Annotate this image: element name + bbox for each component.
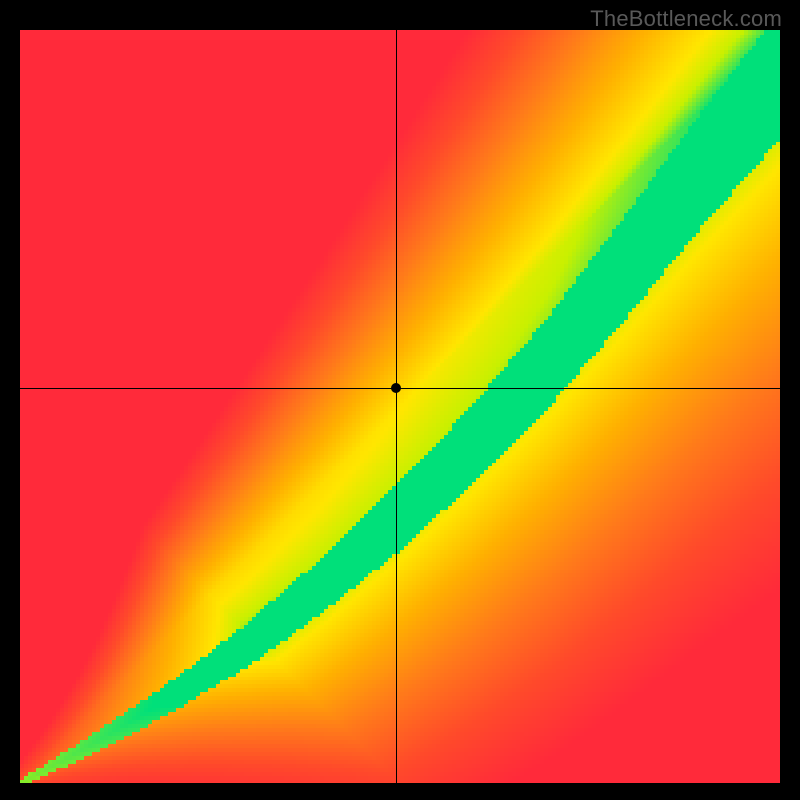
watermark-text: TheBottleneck.com	[590, 6, 782, 32]
crosshair-vertical	[396, 30, 397, 783]
chart-container: TheBottleneck.com	[0, 0, 800, 800]
crosshair-marker	[391, 383, 401, 393]
heatmap-canvas	[20, 30, 780, 783]
plot-area	[20, 30, 780, 783]
